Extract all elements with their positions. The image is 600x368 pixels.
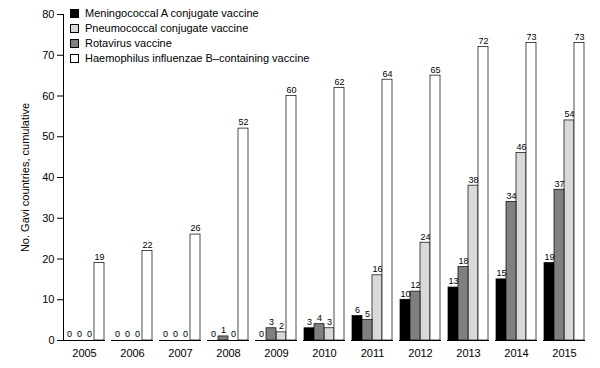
svg-text:26: 26 bbox=[190, 223, 200, 233]
svg-text:73: 73 bbox=[526, 32, 536, 42]
svg-text:34: 34 bbox=[506, 191, 516, 201]
svg-text:12: 12 bbox=[410, 280, 420, 290]
svg-text:50: 50 bbox=[42, 130, 54, 142]
svg-text:70: 70 bbox=[42, 49, 54, 61]
svg-text:0: 0 bbox=[115, 329, 120, 339]
svg-text:37: 37 bbox=[554, 179, 564, 189]
svg-text:0: 0 bbox=[67, 329, 72, 339]
svg-text:30: 30 bbox=[42, 212, 54, 224]
svg-text:65: 65 bbox=[430, 65, 440, 75]
svg-text:0: 0 bbox=[48, 334, 54, 346]
svg-text:2012: 2012 bbox=[408, 347, 432, 359]
svg-text:72: 72 bbox=[478, 36, 488, 46]
html-text:Rotavirus vaccine: Rotavirus vaccine bbox=[85, 37, 172, 49]
svg-text:2015: 2015 bbox=[552, 347, 576, 359]
svg-text:0: 0 bbox=[163, 329, 168, 339]
svg-text:60: 60 bbox=[286, 85, 296, 95]
svg-text:2007: 2007 bbox=[168, 347, 192, 359]
svg-text:64: 64 bbox=[382, 69, 392, 79]
svg-text:2010: 2010 bbox=[312, 347, 336, 359]
svg-text:10: 10 bbox=[42, 293, 54, 305]
svg-text:15: 15 bbox=[496, 268, 506, 278]
svg-text:13: 13 bbox=[448, 276, 458, 286]
svg-text:40: 40 bbox=[42, 171, 54, 183]
svg-text:10: 10 bbox=[400, 289, 410, 299]
svg-text:0: 0 bbox=[183, 329, 188, 339]
html-text:Pneumococcal conjugate vaccine: Pneumococcal conjugate vaccine bbox=[85, 22, 249, 34]
svg-text:0: 0 bbox=[87, 329, 92, 339]
svg-text:0: 0 bbox=[211, 329, 216, 339]
svg-text:4: 4 bbox=[317, 313, 322, 323]
svg-text:1: 1 bbox=[221, 325, 226, 335]
svg-text:2: 2 bbox=[279, 321, 284, 331]
svg-text:2005: 2005 bbox=[72, 347, 96, 359]
svg-text:0: 0 bbox=[173, 329, 178, 339]
svg-text:3: 3 bbox=[307, 317, 312, 327]
svg-text:19: 19 bbox=[544, 252, 554, 262]
svg-text:0: 0 bbox=[231, 329, 236, 339]
svg-text:60: 60 bbox=[42, 90, 54, 102]
svg-text:20: 20 bbox=[42, 253, 54, 265]
svg-text:73: 73 bbox=[574, 32, 584, 42]
svg-text:62: 62 bbox=[334, 77, 344, 87]
svg-text:24: 24 bbox=[420, 232, 430, 242]
svg-text:18: 18 bbox=[458, 256, 468, 266]
svg-text:52: 52 bbox=[238, 117, 248, 127]
svg-text:38: 38 bbox=[468, 175, 478, 185]
svg-text:16: 16 bbox=[372, 264, 382, 274]
svg-text:22: 22 bbox=[142, 240, 152, 250]
svg-text:5: 5 bbox=[365, 309, 370, 319]
svg-text:54: 54 bbox=[564, 109, 574, 119]
svg-text:6: 6 bbox=[355, 305, 360, 315]
svg-text:0: 0 bbox=[125, 329, 130, 339]
svg-text:2011: 2011 bbox=[361, 347, 385, 359]
html-text:Meningococcal A conjugate vacc: Meningococcal A conjugate vaccine bbox=[85, 7, 259, 19]
html-text:Haemophilus influenzae B–conta: Haemophilus influenzae B–containing vacc… bbox=[85, 52, 310, 64]
svg-text:2006: 2006 bbox=[120, 347, 144, 359]
svg-text:80: 80 bbox=[42, 8, 54, 20]
svg-text:2008: 2008 bbox=[216, 347, 240, 359]
svg-text:3: 3 bbox=[269, 317, 274, 327]
svg-text:0: 0 bbox=[135, 329, 140, 339]
svg-text:19: 19 bbox=[94, 252, 104, 262]
svg-text:0: 0 bbox=[259, 329, 264, 339]
svg-text:2013: 2013 bbox=[456, 347, 480, 359]
svg-text:3: 3 bbox=[327, 317, 332, 327]
svg-text:2009: 2009 bbox=[264, 347, 288, 359]
svg-text:2014: 2014 bbox=[504, 347, 528, 359]
svg-text:No. Gavi countries, cumulative: No. Gavi countries, cumulative bbox=[19, 103, 31, 252]
svg-text:46: 46 bbox=[516, 142, 526, 152]
svg-text:0: 0 bbox=[77, 329, 82, 339]
